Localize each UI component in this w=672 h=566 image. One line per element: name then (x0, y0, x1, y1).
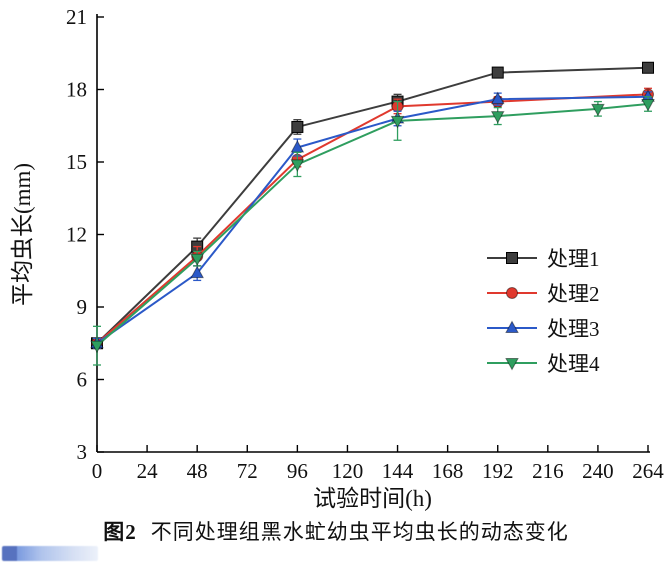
caption-text: 不同处理组黑水虻幼虫平均虫长的动态变化 (150, 520, 569, 544)
x-tick-label: 96 (287, 459, 308, 483)
x-tick-label: 24 (137, 459, 159, 483)
legend-entry-4: 处理4 (487, 352, 600, 376)
legend-label: 处理2 (547, 282, 600, 306)
x-tick-label: 168 (432, 459, 464, 483)
marker-square (491, 66, 504, 79)
legend-entry-2: 处理2 (487, 282, 600, 306)
x-tick-label: 240 (582, 459, 614, 483)
legend-label: 处理3 (547, 317, 600, 341)
marker-triangle-down (591, 103, 605, 117)
y-tick-label: 9 (77, 295, 88, 319)
y-axis-title: 平均虫长(mm) (10, 163, 35, 306)
watermark (2, 546, 98, 561)
series-line (96, 95, 649, 345)
line-chart: 0 24 48 72 96 120 144 168 192 216 240 264 3 6 9 12 15 18 2… (10, 5, 664, 511)
x-tick-label: 72 (237, 459, 258, 483)
series-line (96, 66, 649, 344)
watermark-logo (2, 546, 17, 561)
series-2 (91, 87, 654, 350)
marker-triangle-down (505, 358, 519, 371)
series-line (96, 103, 649, 347)
legend-entry-1: 处理1 (487, 247, 600, 271)
x-tick-label: 144 (382, 459, 414, 483)
marker-triangle-down (390, 115, 405, 129)
marker-circle (506, 287, 518, 299)
marker-triangle-down (90, 340, 104, 354)
marker-triangle-up (490, 91, 505, 105)
legend-label: 处理1 (547, 247, 600, 271)
watermark-band (17, 546, 98, 561)
series-3 (90, 89, 655, 349)
marker-triangle-down (490, 111, 505, 124)
x-tick-label: 216 (532, 459, 564, 483)
x-axis-title: 试验时间(h) (313, 486, 432, 511)
legend-label: 处理4 (547, 352, 600, 376)
x-tick-label: 120 (332, 459, 364, 483)
y-tick-label: 21 (66, 5, 87, 29)
marker-triangle-down (641, 99, 655, 112)
x-tick-label: 0 (92, 459, 103, 483)
y-tick-label: 18 (66, 78, 87, 102)
marker-square (506, 252, 518, 264)
marker-triangle-up (505, 320, 519, 333)
marker-triangle-up (190, 265, 205, 279)
axes: 0 24 48 72 96 120 144 168 192 216 240 264 3 6 9 12 15 18 2… (66, 5, 664, 483)
marker-triangle-down (190, 253, 205, 267)
y-tick-label: 6 (77, 368, 88, 392)
x-tick-label: 192 (482, 459, 514, 483)
y-tick-label: 12 (66, 223, 87, 247)
caption-label: 图2 (103, 520, 137, 544)
series-4 (90, 96, 655, 366)
x-tick-label: 48 (187, 459, 208, 483)
marker-square (642, 61, 654, 74)
marker-square (291, 120, 304, 133)
legend-entry-3: 处理3 (487, 317, 600, 341)
figure-caption: 图2 不同处理组黑水虻幼虫平均虫长的动态变化 (0, 516, 672, 546)
y-tick-label: 3 (77, 440, 88, 464)
marker-triangle-down (290, 159, 305, 172)
y-tick-label: 15 (66, 150, 87, 174)
legend: 处理1 处理2 处理3 处理4 (487, 247, 600, 376)
x-tick-label: 264 (632, 459, 664, 483)
